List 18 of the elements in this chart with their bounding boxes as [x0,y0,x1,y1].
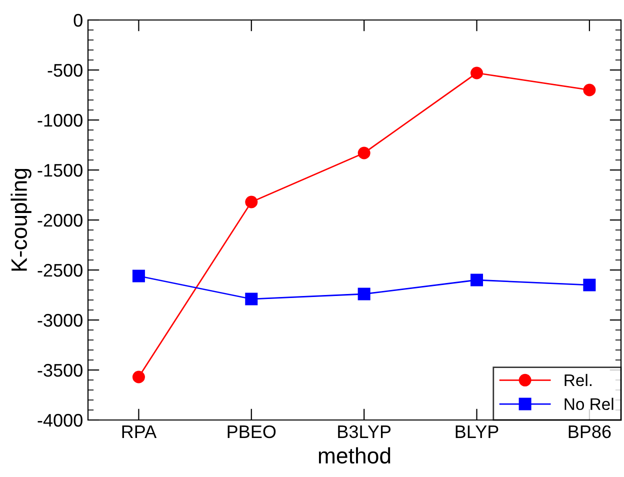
y-tick-label: -2500 [38,264,82,277]
y-tick-label: -3500 [38,364,82,377]
y-tick-label: -3000 [38,314,82,327]
y-tick-label: 0 [74,14,82,27]
y-tick-label: -1000 [38,114,82,127]
x-tick-label: BP86 [568,425,611,438]
y-tick-label: -2000 [38,214,82,227]
legend-label: Rel. [564,374,592,386]
x-tick-label: B3LYP [338,425,391,438]
x-tick-label: RPA [122,426,157,438]
y-tick-label: -4000 [38,414,82,427]
y-tick-label: -1500 [38,164,82,177]
y-tick-label: -500 [48,64,82,77]
y-axis-title: K-coupling [10,168,32,271]
legend-label: No Rel [564,398,614,410]
x-axis-title: method [318,447,390,464]
x-tick-label: PBEO [228,425,276,438]
x-tick-label: BLYP [456,426,498,438]
